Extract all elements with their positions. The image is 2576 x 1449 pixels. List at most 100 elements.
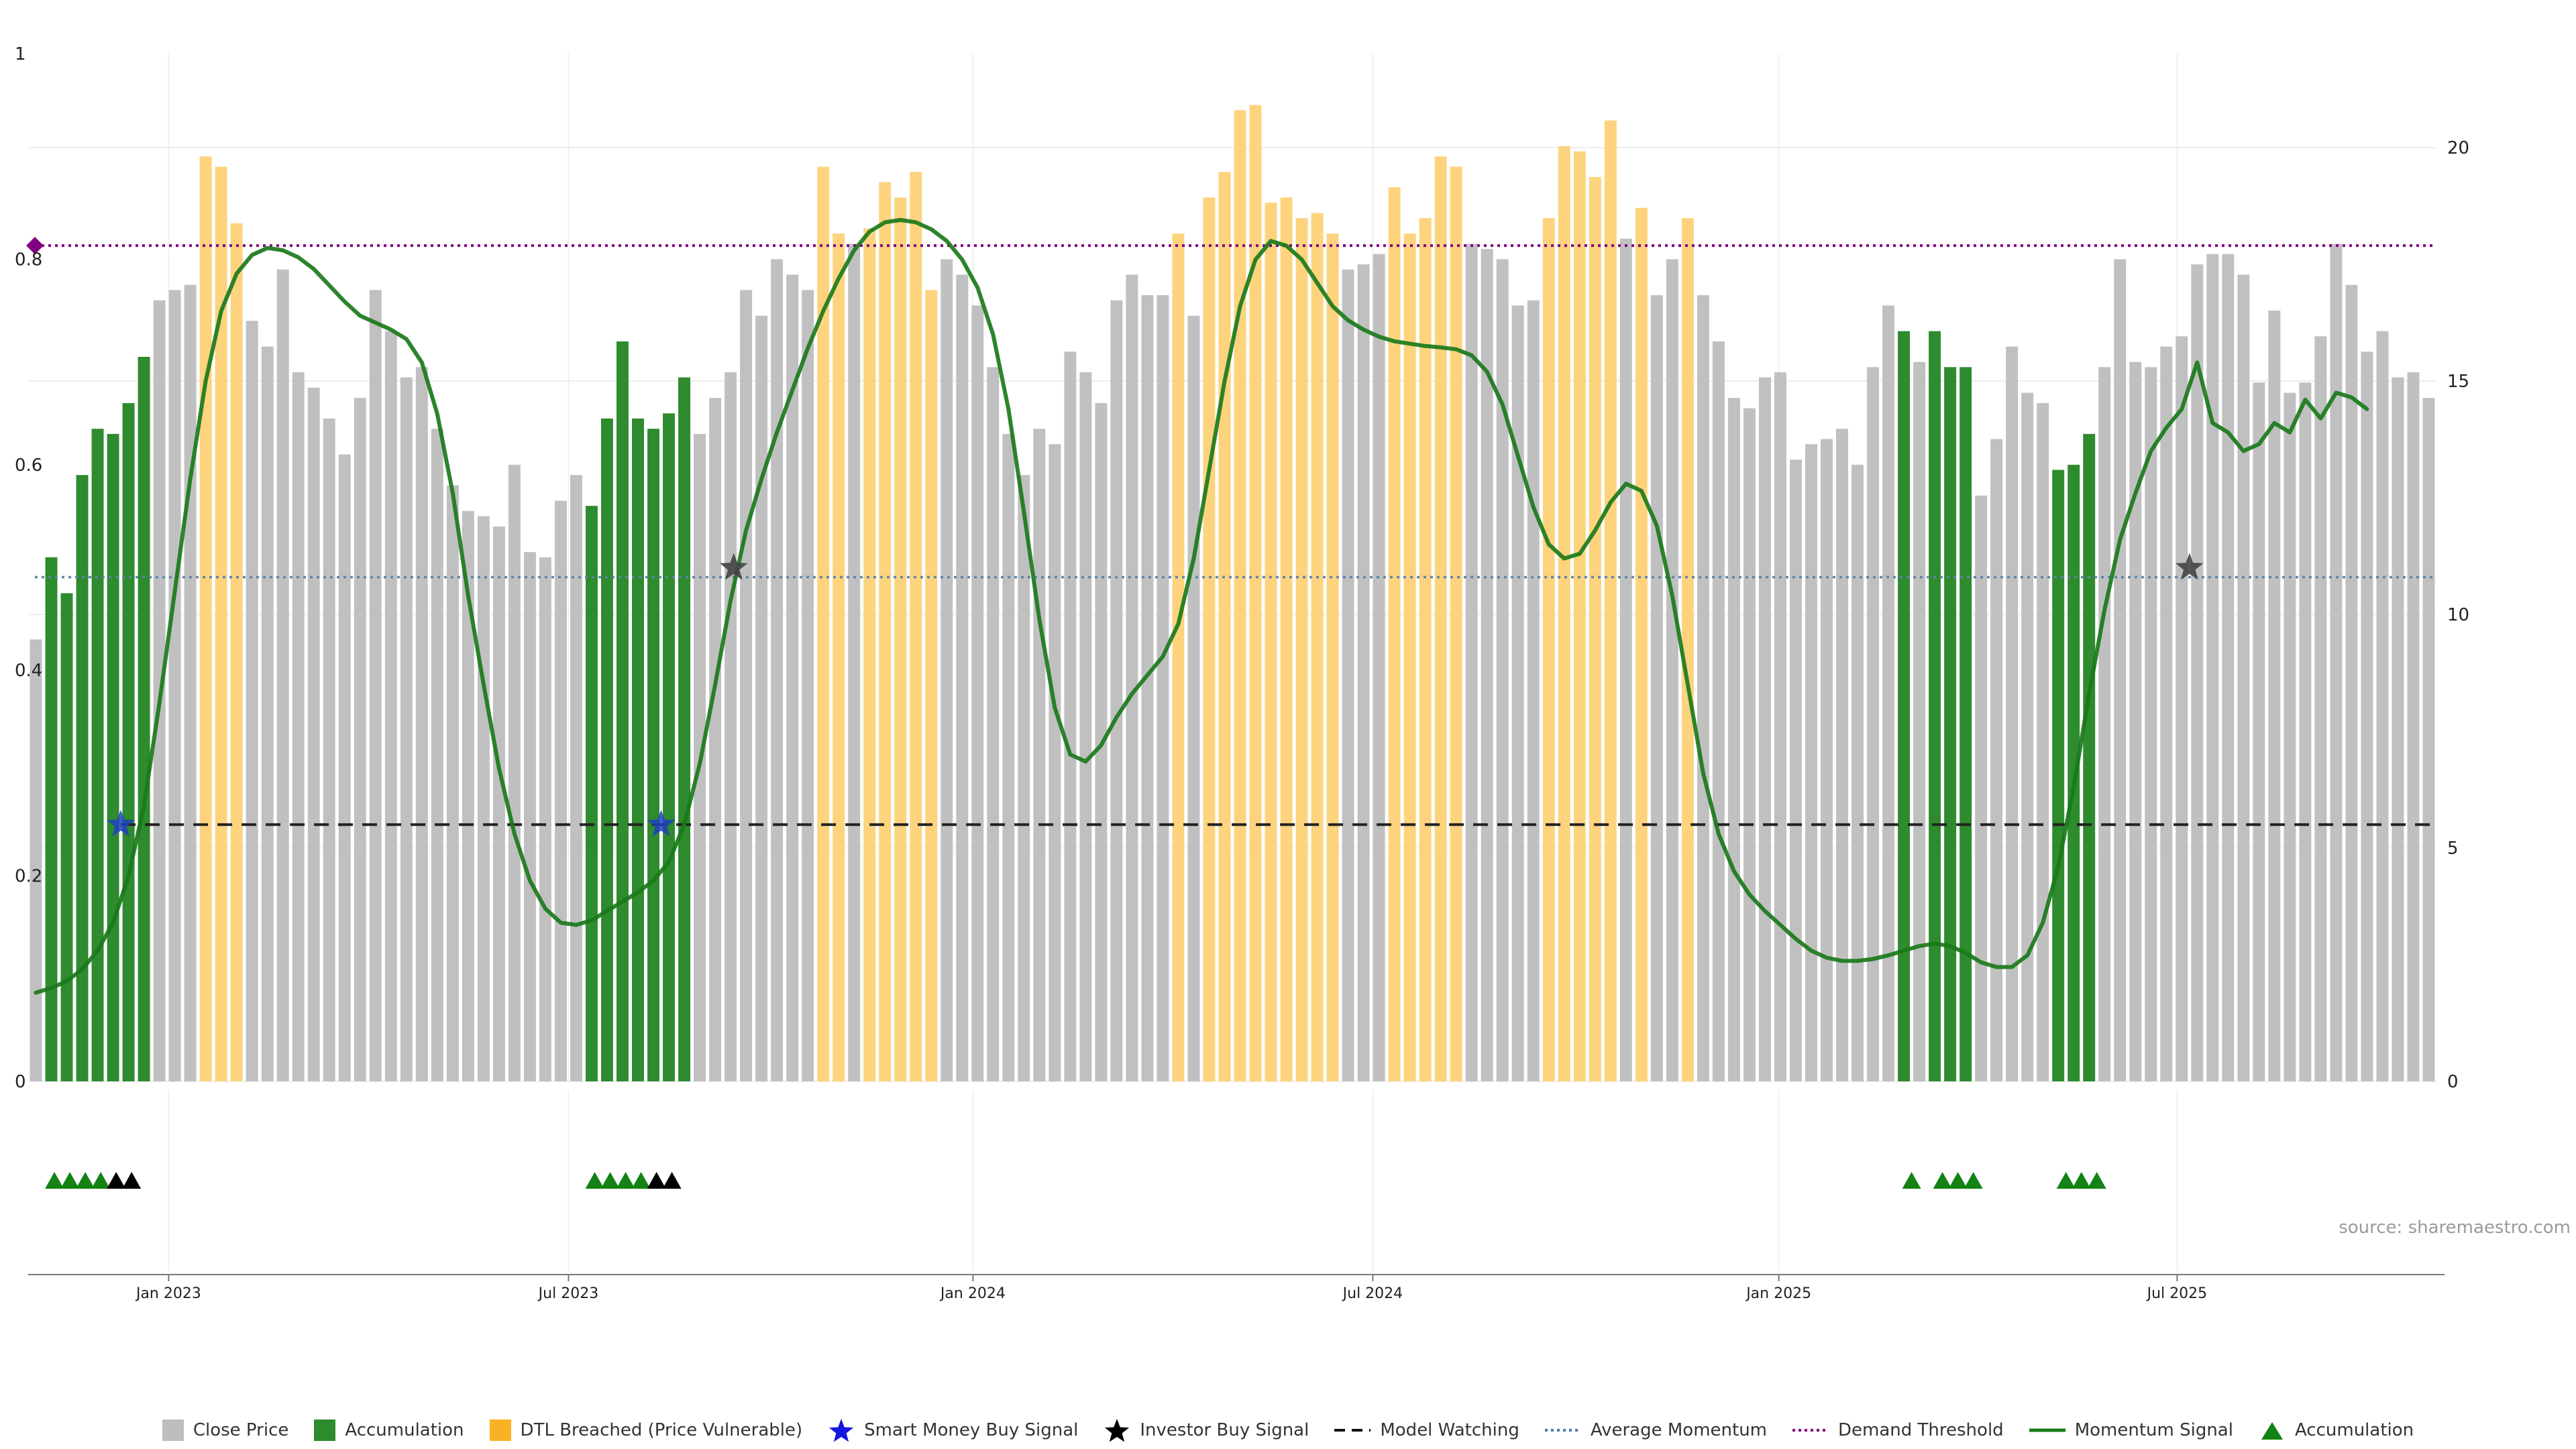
legend-label: Model Watching [1380, 1420, 1519, 1440]
close-price-bar [1357, 264, 1370, 1081]
dtl-breached-bar [1403, 233, 1416, 1082]
close-price-bar [508, 464, 521, 1081]
close-price-bar [1527, 300, 1540, 1082]
x-tick-label: Jul 2024 [1342, 1285, 1403, 1302]
close-price-bar [1975, 495, 1988, 1081]
accumulation-bar [616, 341, 629, 1082]
close-price-bar [2145, 367, 2157, 1081]
close-price-bar [848, 244, 861, 1081]
legend-swatch-dot [1544, 1429, 1581, 1432]
y-right-tick-label: 10 [2447, 605, 2469, 625]
dtl-breached-bar [1681, 218, 1694, 1081]
dtl-breached-bar [817, 166, 830, 1081]
close-price-bar [2314, 336, 2327, 1081]
close-price-bar [1511, 305, 1524, 1082]
close-price-bar [1789, 460, 1802, 1081]
dtl-breached-bar [199, 156, 212, 1082]
close-price-bar [1666, 259, 1678, 1081]
legend-swatch-square [162, 1419, 184, 1441]
close-price-bar [184, 284, 197, 1082]
close-price-bar [786, 274, 799, 1081]
accumulation-triangle [631, 1172, 651, 1189]
close-price-bar [1758, 377, 1771, 1081]
legend-swatch-square [489, 1419, 511, 1441]
x-tick-label: Jul 2023 [537, 1285, 599, 1302]
legend-label: Momentum Signal [2074, 1420, 2233, 1440]
accumulation-bar [76, 475, 89, 1081]
close-price-bar [492, 526, 505, 1081]
x-tick-label: Jan 2024 [939, 1285, 1006, 1302]
dtl-breached-bar [215, 166, 227, 1081]
accumulation-bar [138, 356, 150, 1082]
close-price-bar [941, 259, 953, 1081]
legend-square [489, 1419, 511, 1441]
accumulation-bar [1898, 331, 1911, 1081]
accumulation-triangle [1948, 1172, 1968, 1189]
legend-item: Investor Buy Signal [1104, 1417, 1309, 1444]
close-price-bar [1157, 295, 1169, 1081]
close-price-bar [415, 367, 428, 1081]
close-price-bar [2330, 244, 2343, 1081]
accumulation-bar [45, 557, 58, 1081]
accumulation-triangle [2056, 1172, 2076, 1189]
close-price-bar [1002, 433, 1015, 1081]
close-price-bar [1110, 300, 1123, 1082]
close-price-bar [1805, 444, 1817, 1081]
close-price-bar [1697, 295, 1709, 1081]
close-price-bar [338, 454, 351, 1081]
y-left-tick-label: 0.6 [15, 455, 42, 476]
close-price-bar [2237, 274, 2250, 1081]
accumulation-bar [2052, 470, 2065, 1081]
legend-label: Investor Buy Signal [1140, 1420, 1309, 1440]
accumulation-bar [107, 433, 119, 1081]
close-price-bar [554, 500, 567, 1081]
close-price-bar [1079, 372, 1092, 1082]
legend-swatch-line [2029, 1428, 2065, 1432]
close-price-bar [1465, 244, 1478, 1081]
momentum-signal [34, 217, 2369, 995]
close-price-bar [539, 557, 551, 1081]
close-price-bar [802, 290, 814, 1081]
axes: Jan 2023 Jul 2023 Jan 2024 Jul 2024 Jan 2025… [15, 44, 2469, 1302]
legend-item: Average Momentum [1544, 1420, 1767, 1440]
accumulation-triangle [662, 1172, 682, 1189]
dtl-breached-bar [1573, 151, 1586, 1081]
legend-star [1105, 1419, 1130, 1442]
accumulation-triangle [2072, 1172, 2091, 1189]
close-price-bar [1373, 254, 1385, 1081]
close-price-bar [1821, 439, 1833, 1081]
close-price-bar [2345, 284, 2358, 1082]
dtl-breached-bar [863, 228, 876, 1082]
dtl-breached-bar [1311, 213, 1324, 1082]
close-price-bar [1619, 238, 1632, 1081]
accumulation-triangle [1902, 1172, 1921, 1189]
legend-label: DTL Breached (Price Vulnerable) [520, 1420, 803, 1440]
dtl-breached-bar [1434, 156, 1447, 1082]
close-price-bar [1851, 464, 1864, 1081]
accumulation-triangle [107, 1172, 126, 1189]
close-price-bar [1187, 315, 1200, 1081]
investor-buy-star [719, 553, 748, 580]
y-left-tick-label: 0 [15, 1072, 26, 1092]
dtl-breached-bar [1542, 218, 1555, 1081]
investor-buy-star [2175, 553, 2204, 580]
close-price-bar [462, 511, 474, 1081]
close-price-bar [1913, 362, 1926, 1081]
close-price-bar [971, 305, 984, 1082]
close-price-bar [1033, 429, 1046, 1081]
close-price-bar [446, 485, 459, 1081]
legend-label: Close Price [193, 1420, 289, 1440]
accumulation-bar [1960, 367, 1972, 1081]
close-price-bar [276, 269, 289, 1082]
close-price-bar [30, 639, 42, 1081]
legend-label: Accumulation [2294, 1420, 2414, 1440]
close-price-bar [2268, 311, 2281, 1081]
accumulation-bar [2068, 464, 2080, 1081]
accumulation-bar [1929, 331, 1941, 1081]
accumulation-triangle [2087, 1172, 2106, 1189]
dtl-breached-bar [1280, 197, 1293, 1082]
legend-item: Demand Threshold [1792, 1420, 2004, 1440]
close-price-bar [292, 372, 305, 1082]
close-price-bar [1049, 444, 1061, 1081]
close-price-bar [1141, 295, 1154, 1081]
